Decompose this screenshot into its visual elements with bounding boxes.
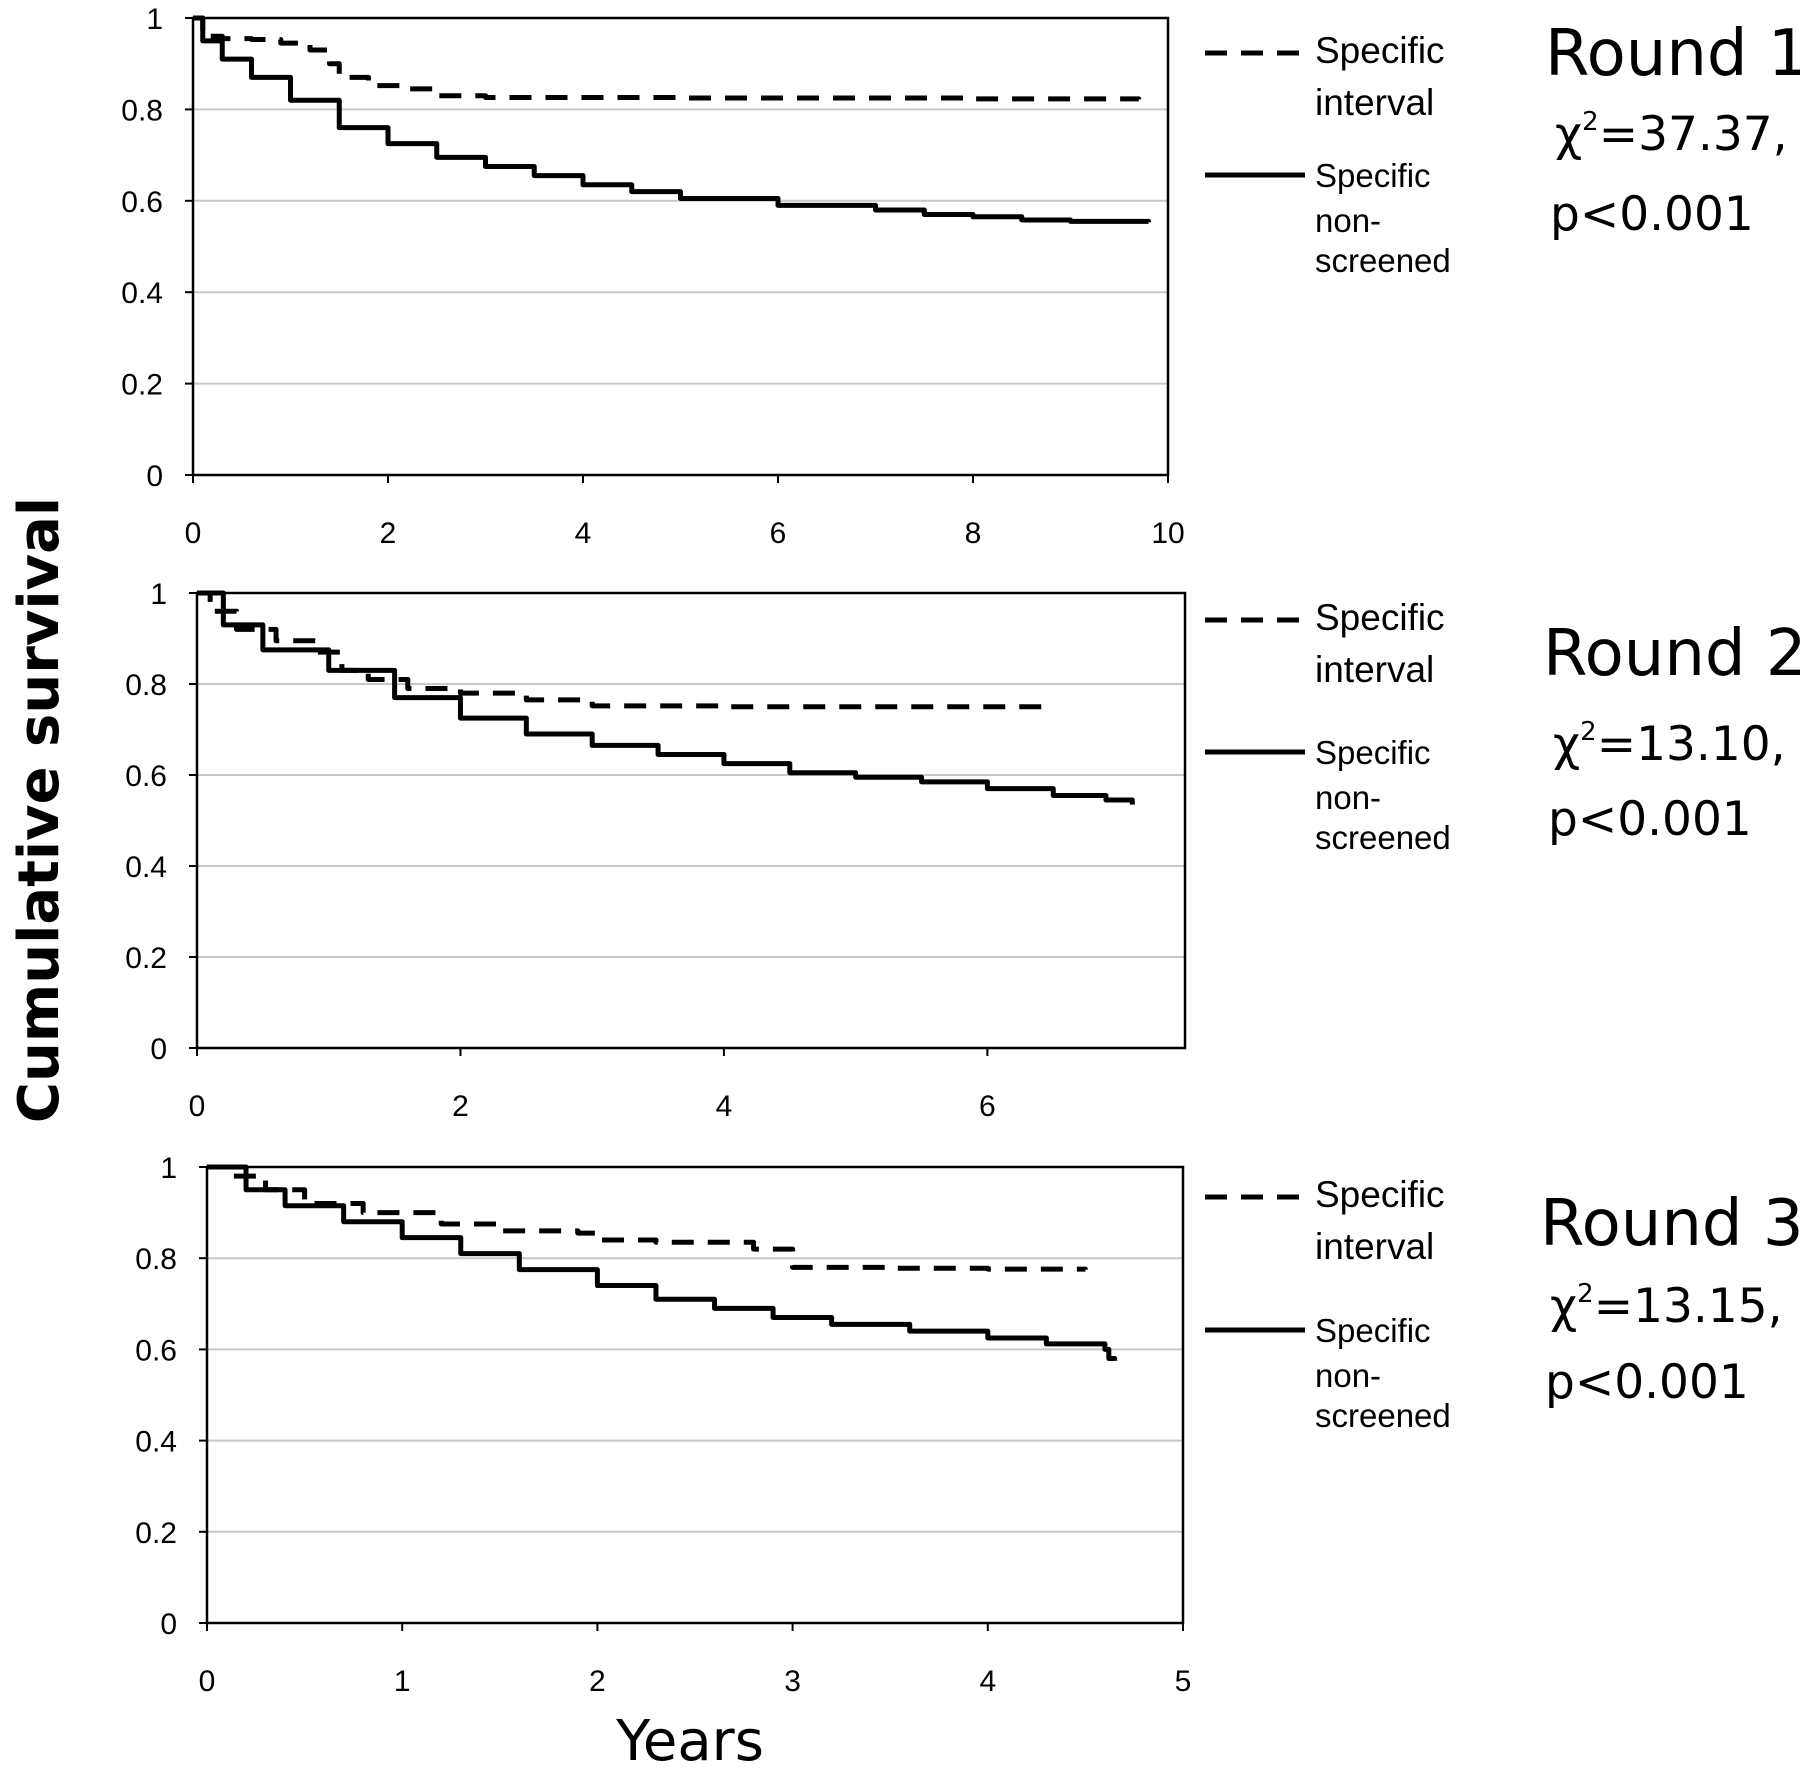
legend-label-interval: Specific: [1315, 1174, 1445, 1215]
legend-label-non-screened: Specific: [1315, 734, 1431, 771]
series-specific-interval: [207, 1164, 1088, 1272]
x-tick-label: 0: [185, 517, 202, 550]
x-tick-label: 0: [199, 1665, 216, 1698]
legend-label-non-screened: screened: [1315, 819, 1451, 856]
y-tick-label: 0.6: [135, 1334, 177, 1367]
y-tick-label: 0.6: [125, 760, 167, 793]
y-tick-label: 0.2: [125, 942, 167, 975]
x-tick-label: 3: [784, 1665, 801, 1698]
y-tick-label: 0: [146, 460, 163, 493]
round-title: Round 3: [1540, 1187, 1800, 1261]
legend-label-non-screened: non-: [1315, 779, 1381, 816]
chi-square-stat: χ2=13.10,: [1553, 717, 1786, 772]
x-tick-label: 5: [1175, 1665, 1192, 1698]
x-tick-label: 6: [770, 517, 787, 550]
x-tick-label: 10: [1151, 517, 1184, 550]
y-tick-label: 0.2: [135, 1517, 177, 1550]
legend-label-non-screened: screened: [1315, 1397, 1451, 1434]
chi-square-stat: χ2=13.15,: [1550, 1279, 1783, 1334]
y-tick-label: 0.6: [121, 186, 163, 219]
x-tick-label: 1: [394, 1665, 411, 1698]
x-tick-label: 8: [965, 517, 982, 550]
p-value: p<0.001: [1550, 187, 1754, 242]
legend-label-non-screened: non-: [1315, 202, 1381, 239]
legend-label-non-screened: Specific: [1315, 1312, 1431, 1349]
y-tick-label: 1: [160, 1152, 177, 1185]
round-title: Round 1: [1545, 17, 1800, 91]
legend-label-non-screened: non-: [1315, 1357, 1381, 1394]
plot-frame: [191, 16, 1170, 477]
round-title: Round 2: [1543, 617, 1800, 691]
series-specific-interval: [197, 590, 1056, 710]
legend-label-interval: interval: [1315, 82, 1434, 123]
legend-label-interval: Specific: [1315, 30, 1445, 71]
chi-square-stat: χ2=37.37,: [1555, 107, 1788, 162]
y-tick-label: 1: [150, 578, 167, 611]
legend-label-non-screened: screened: [1315, 242, 1451, 279]
series-specific-non-screened: [207, 1164, 1118, 1362]
x-tick-label: 2: [452, 1090, 469, 1123]
y-tick-label: 0.4: [121, 277, 163, 310]
chart-panel-2: 0 0.2 0.4 0.6 0.8 1 0 2 4 6 Specific interval Specif…: [125, 578, 1800, 1123]
y-tick-label: 0.8: [125, 669, 167, 702]
y-axis-title: Cumulative survival: [7, 497, 72, 1123]
legend-label-non-screened: Specific: [1315, 157, 1431, 194]
x-tick-label: 4: [575, 517, 592, 550]
x-tick-label: 4: [716, 1090, 733, 1123]
x-tick-label: 2: [589, 1665, 606, 1698]
chart-panel-1: 00.20.40.60.810 2 4 6 8 10SpecificintervalSpe…: [121, 3, 1800, 550]
p-value: p<0.001: [1548, 792, 1752, 847]
x-tick-label: 6: [979, 1090, 996, 1123]
y-tick-label: 0.4: [125, 851, 167, 884]
y-tick-label: 0.4: [135, 1426, 177, 1459]
plot-frame: [195, 591, 1187, 1050]
plot-frame: [205, 1165, 1185, 1625]
y-tick-label: 0.2: [121, 369, 163, 402]
x-tick-label: 4: [979, 1665, 996, 1698]
legend-label-interval: Specific: [1315, 597, 1445, 638]
y-tick-label: 1: [146, 3, 163, 36]
series-specific-non-screened: [197, 590, 1135, 805]
y-tick-label: 0.8: [121, 94, 163, 127]
legend-label-interval: interval: [1315, 649, 1434, 690]
y-tick-label: 0: [150, 1033, 167, 1066]
series-specific-interval: [193, 15, 1142, 102]
x-tick-label: 2: [380, 517, 397, 550]
p-value: p<0.001: [1545, 1355, 1749, 1410]
chart-panels: 00.20.40.60.810 2 4 6 8 10SpecificintervalSpe…: [121, 3, 1800, 1698]
y-tick-label: 0: [160, 1608, 177, 1641]
x-tick-label: 0: [189, 1090, 206, 1123]
legend-label-interval: interval: [1315, 1226, 1434, 1267]
series-specific-non-screened: [193, 15, 1151, 224]
chart-panel-3: 0 0.2 0.4 0.6 0.8 1 0 1 2 3 4 5 Specific interval Spec…: [135, 1152, 1800, 1698]
y-tick-label: 0.8: [135, 1243, 177, 1276]
x-axis-title: Years: [615, 1709, 764, 1768]
